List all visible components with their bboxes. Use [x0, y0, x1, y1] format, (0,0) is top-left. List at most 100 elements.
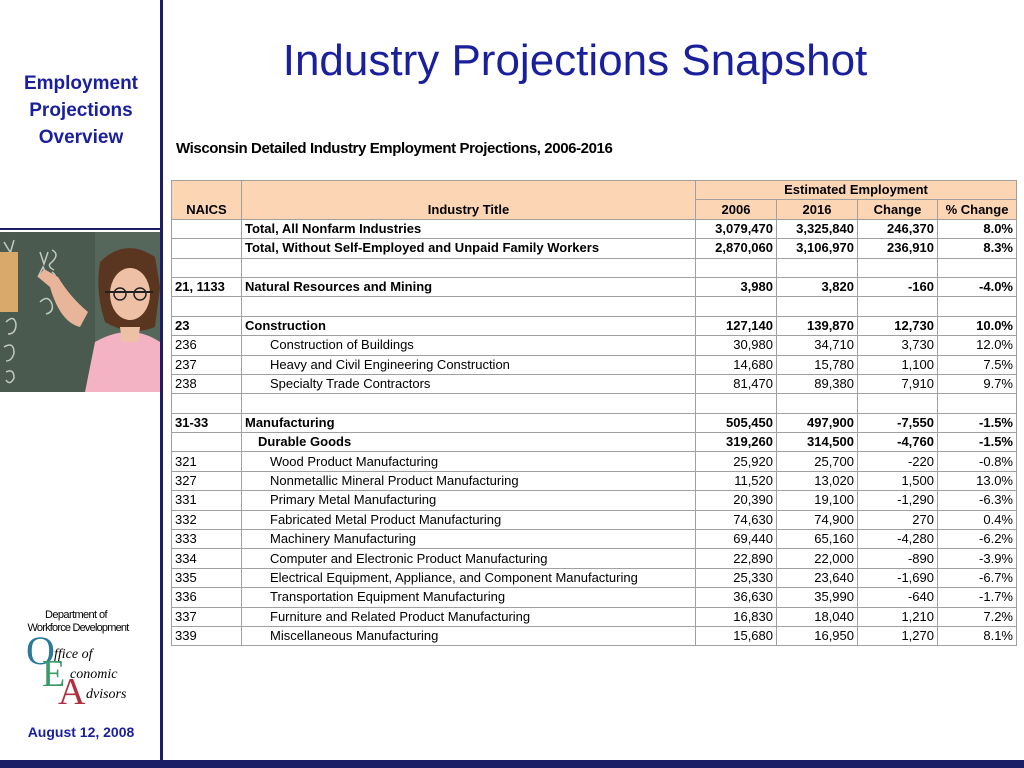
change-cell: -160	[857, 276, 938, 298]
table-row: 31-33 Manufacturing 505,450 497,900 -7,550 -1…	[171, 412, 1017, 434]
table-row: 336 Transportation Equipment Manufacturin…	[171, 587, 1017, 608]
employment-2016-cell: 497,900	[776, 412, 858, 434]
change-cell	[857, 257, 938, 278]
change-cell	[857, 296, 938, 317]
pct-change-cell: 7.5%	[937, 354, 1017, 375]
oea-logo: Department of Workforce Development O E …	[18, 606, 148, 713]
table-row: 321 Wood Product Manufacturing 25,920 25,70…	[171, 451, 1017, 472]
table-row: 23 Construction 127,140 139,870 12,730 10.0%	[171, 315, 1017, 337]
employment-2016-cell: 18,040	[776, 606, 858, 627]
pct-change-cell: 9.7%	[937, 373, 1017, 395]
industry-title-cell: Nonmetallic Mineral Product Manufacturin…	[241, 470, 696, 492]
projections-table: NAICS Industry Title Estimated Employmen…	[171, 179, 1017, 647]
naics-cell	[171, 218, 242, 240]
industry-title-cell: Heavy and Civil Engineering Construction	[241, 354, 696, 375]
naics-cell	[171, 393, 242, 414]
svg-text:O: O	[26, 628, 55, 673]
employment-2006-cell: 36,630	[695, 587, 777, 608]
table-row: Total, Without Self-Employed and Unpaid …	[171, 238, 1017, 259]
employment-2016-cell: 15,780	[776, 354, 858, 375]
pct-change-cell: 10.0%	[937, 315, 1017, 337]
teacher-photo	[0, 232, 160, 392]
employment-2016-cell: 13,020	[776, 470, 858, 492]
change-cell: 12,730	[857, 315, 938, 337]
sidebar-title-line: Overview	[38, 127, 124, 148]
header-change: Change	[857, 199, 938, 220]
header-2016: 2016	[776, 199, 858, 220]
table-row: 21, 1133 Natural Resources and Mining 3,98…	[171, 276, 1017, 298]
change-cell: -640	[857, 587, 938, 608]
pct-change-cell: -6.3%	[937, 490, 1017, 511]
naics-cell: 334	[171, 548, 242, 569]
change-cell: -4,760	[857, 432, 938, 453]
change-cell: -4,280	[857, 529, 938, 550]
table-row: Durable Goods 319,260 314,500 -4,760 -1.5%	[171, 432, 1017, 453]
pct-change-cell: -1.7%	[937, 587, 1017, 608]
page-title: Industry Projections Snapshot	[282, 36, 868, 85]
change-cell: 1,100	[857, 354, 938, 375]
employment-2016-cell: 89,380	[776, 373, 858, 395]
pct-change-cell: -1.5%	[937, 412, 1017, 434]
table-row: 335 Electrical Equipment, Appliance, and …	[171, 567, 1017, 589]
pct-change-cell: 8.1%	[937, 625, 1017, 647]
change-cell: -890	[857, 548, 938, 569]
pct-change-cell: 13.0%	[937, 470, 1017, 492]
employment-2016-cell: 16,950	[776, 625, 858, 647]
employment-2006-cell: 16,830	[695, 606, 777, 627]
pct-change-cell: 12.0%	[937, 335, 1017, 356]
industry-title-cell: Primary Metal Manufacturing	[241, 490, 696, 511]
change-cell: -1,290	[857, 490, 938, 511]
naics-cell: 332	[171, 509, 242, 531]
naics-cell: 237	[171, 354, 242, 375]
header-estimated-employment: Estimated Employment	[695, 179, 1017, 201]
industry-title-cell: Total, All Nonfarm Industries	[241, 218, 696, 240]
table-row: 333 Machinery Manufacturing 69,440 65,160 -4…	[171, 529, 1017, 550]
change-cell: -220	[857, 451, 938, 472]
employment-2016-cell	[776, 393, 858, 414]
industry-title-cell: Manufacturing	[241, 412, 696, 434]
svg-text:dvisors: dvisors	[86, 687, 127, 702]
employment-2016-cell: 25,700	[776, 451, 858, 472]
logo-dept-line1: Department of	[45, 609, 108, 621]
pct-change-cell: -6.2%	[937, 529, 1017, 550]
change-cell: 3,730	[857, 335, 938, 356]
sidebar-title: Employment Projections Overview	[8, 70, 154, 151]
pct-change-cell	[937, 296, 1017, 317]
change-cell: -7,550	[857, 412, 938, 434]
naics-cell: 31-33	[171, 412, 242, 434]
employment-2016-cell: 34,710	[776, 335, 858, 356]
employment-2006-cell: 81,470	[695, 373, 777, 395]
naics-cell: 333	[171, 529, 242, 550]
employment-2006-cell: 2,870,060	[695, 238, 777, 259]
employment-2006-cell: 3,980	[695, 276, 777, 298]
employment-2016-cell: 35,990	[776, 587, 858, 608]
employment-2006-cell: 11,520	[695, 470, 777, 492]
header-pct-change: % Change	[937, 199, 1017, 220]
table-row: 238 Specialty Trade Contractors 81,470 89,3…	[171, 373, 1017, 395]
logo-dept-line2: Workforce Development	[28, 622, 130, 634]
table-header-row-1: NAICS Industry Title Estimated Employmen…	[171, 179, 1017, 220]
table-row	[171, 257, 1017, 278]
employment-2006-cell: 3,079,470	[695, 218, 777, 240]
naics-cell	[171, 432, 242, 453]
header-naics: NAICS	[171, 180, 242, 220]
sidebar-separator	[0, 228, 162, 230]
pct-change-cell: 8.0%	[937, 218, 1017, 240]
table-row: 331 Primary Metal Manufacturing 20,390 19,1…	[171, 490, 1017, 511]
industry-title-cell: Furniture and Related Product Manufactur…	[241, 606, 696, 627]
sidebar-title-line: Employment	[23, 73, 139, 94]
industry-title-cell: Electrical Equipment, Appliance, and Com…	[241, 567, 696, 589]
change-cell	[857, 393, 938, 414]
change-cell: 1,270	[857, 625, 938, 647]
employment-2006-cell: 22,890	[695, 548, 777, 569]
naics-cell: 238	[171, 373, 242, 395]
pct-change-cell: -4.0%	[937, 276, 1017, 298]
pct-change-cell: 8.3%	[937, 238, 1017, 259]
presentation-date: August 12, 2008	[27, 724, 135, 740]
naics-cell: 337	[171, 606, 242, 627]
change-cell: -1,690	[857, 567, 938, 589]
footer-bar	[0, 760, 1024, 768]
industry-title-cell	[241, 296, 696, 317]
employment-2006-cell: 30,980	[695, 335, 777, 356]
industry-title-cell	[241, 257, 696, 278]
